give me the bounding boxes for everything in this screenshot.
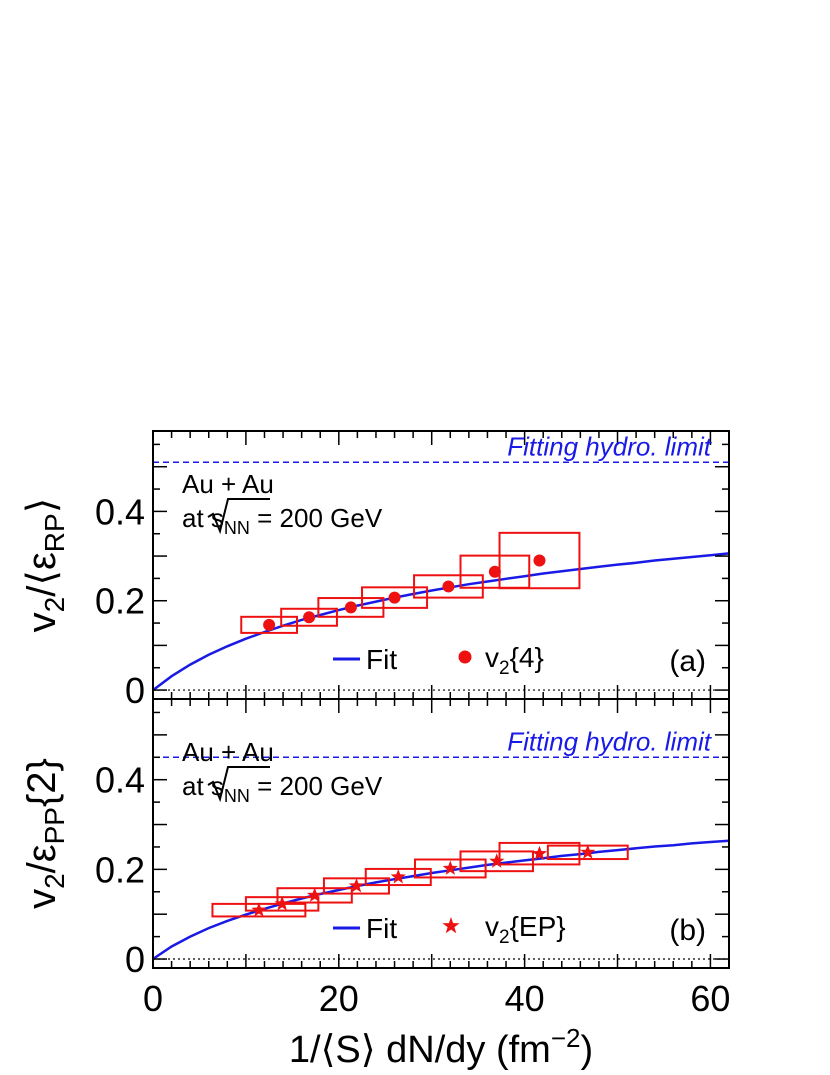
y-tick-label: 0 (125, 670, 145, 711)
systematic-box (413, 574, 484, 599)
panel-b-lines (152, 756, 730, 961)
legend-circle-marker (458, 650, 472, 664)
panel-a-systematic-boxes (240, 531, 581, 634)
panel-a: 0 0.2 0.4 Fitting hydro. limit Au + Au at … (20, 430, 730, 711)
legend-star-marker (442, 917, 460, 934)
data-point-circle (263, 618, 276, 631)
panel-a-annotation-energy: at sNN = 200 GeV (182, 498, 383, 538)
panel-b-tag: (b) (669, 914, 706, 947)
panel-b-annotation-system: Au + Au (182, 737, 274, 767)
data-point-star (390, 869, 406, 884)
x-axis-label: 1/⟨S⟩ dN/dy (fm−2) (289, 1023, 593, 1071)
panel-b: 0 0.2 0.4 0 20 40 60 Fitting hydro. limit Au +… (20, 698, 730, 1019)
legend-data-label: v2{EP} (485, 911, 566, 948)
panel-a-lines (152, 461, 730, 692)
panel-b-frame (152, 698, 730, 969)
panel-b-annotation-energy: at sNN = 200 GeV (182, 766, 383, 806)
panel-a-data-markers (263, 554, 546, 631)
y-tick-label: 0.2 (95, 849, 145, 890)
y-tick-label: 0.2 (95, 581, 145, 622)
data-point-star (307, 887, 323, 902)
panel-b-legend: Fit v2{EP} (333, 911, 566, 948)
legend-fit-label: Fit (366, 644, 397, 675)
panel-a-annotation-system: Au + Au (182, 469, 274, 499)
systematic-box (498, 531, 581, 590)
data-point-star (531, 845, 548, 861)
panel-a-energy-text: at sNN = 200 GeV (182, 503, 383, 538)
panel-b-data-markers (251, 844, 596, 917)
panel-b-sqrt-symbol (207, 766, 270, 803)
panel-a-tag: (a) (669, 645, 706, 678)
systematic-box (413, 858, 487, 879)
data-point-circle (303, 611, 316, 624)
panel-a-legend: Fit v2{4} (333, 642, 544, 679)
fit-curve (152, 839, 730, 961)
panel-a-y-axis-label: v2/⟨εRP⟩ (20, 498, 70, 633)
panel-b-hydro-limit-label: Fitting hydro. limit (507, 726, 712, 756)
y-tick-label: 0 (125, 939, 145, 980)
fit-curve (152, 552, 730, 692)
legend-fit-label: Fit (366, 913, 397, 944)
panel-a-ticks: 0 0.2 0.4 (95, 431, 730, 711)
data-point-circle (488, 565, 501, 578)
panel-b-energy-text: at sNN = 200 GeV (182, 771, 383, 806)
data-point-circle (442, 580, 455, 593)
data-point-star (348, 878, 365, 893)
systematic-box (498, 841, 581, 866)
panel-b-y-axis-label: v2/εPP{2} (20, 758, 70, 909)
panel-b-ticks: 0 0.2 0.4 0 20 40 60 (95, 699, 730, 1019)
panel-a-sqrt-symbol (207, 498, 270, 535)
data-point-star (580, 844, 596, 859)
panel-a-hydro-limit-label: Fitting hydro. limit (507, 431, 712, 461)
data-point-circle (388, 591, 401, 604)
data-point-circle (344, 601, 357, 614)
y-tick-label: 0.4 (95, 760, 145, 801)
systematic-box (459, 850, 534, 873)
data-point-circle (533, 554, 546, 567)
data-point-star (442, 860, 458, 875)
y-tick-label: 0.4 (95, 491, 145, 532)
x-tick-label: 40 (505, 978, 545, 1019)
x-tick-label: 0 (143, 978, 163, 1019)
x-tick-label: 60 (690, 978, 730, 1019)
data-point-star (489, 853, 505, 868)
data-point-star (251, 902, 267, 917)
legend-data-label: v2{4} (485, 642, 544, 679)
data-point-star (274, 895, 290, 911)
x-tick-label: 20 (319, 978, 359, 1019)
systematic-box (459, 554, 531, 589)
